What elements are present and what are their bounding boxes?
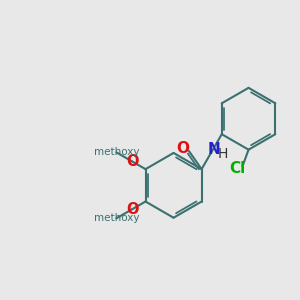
Text: O: O	[126, 202, 139, 217]
Text: O: O	[126, 154, 139, 169]
Text: N: N	[207, 142, 220, 158]
Text: methoxy: methoxy	[94, 213, 139, 223]
Text: Cl: Cl	[229, 161, 245, 176]
Text: methoxy: methoxy	[94, 147, 139, 158]
Text: O: O	[176, 141, 189, 156]
Text: H: H	[217, 147, 228, 161]
